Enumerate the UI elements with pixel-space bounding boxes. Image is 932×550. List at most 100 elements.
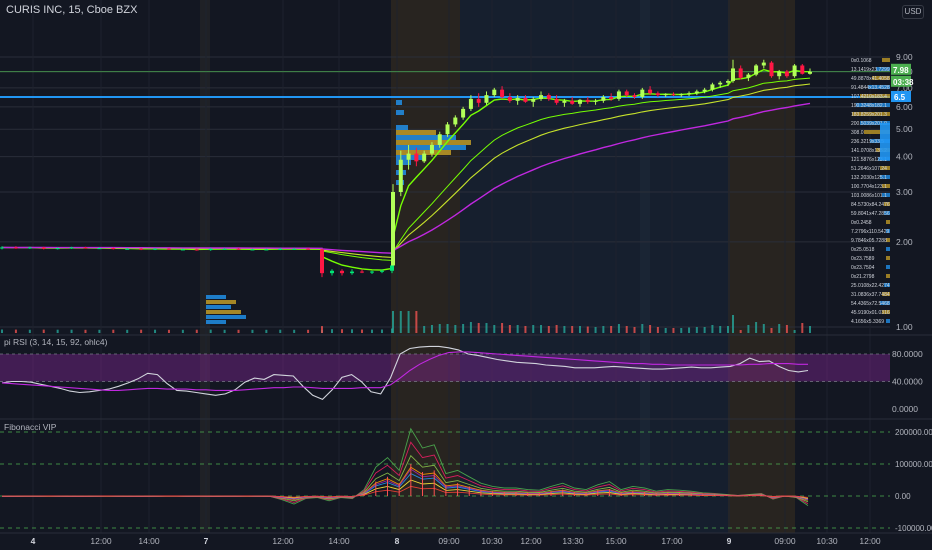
volume-profile-label: 51.2646x107.24 xyxy=(851,166,887,172)
volume-bar xyxy=(293,329,296,333)
candle-body xyxy=(710,84,715,90)
volume-profile-label: 0x23.7589 xyxy=(851,256,875,262)
volume-profile-row xyxy=(886,274,890,278)
volume-profile-label: 0x0.2458 xyxy=(851,220,872,226)
candle-body xyxy=(648,89,653,94)
volume-bar xyxy=(112,329,115,333)
volume-bars xyxy=(1,311,811,333)
volume-profile-row xyxy=(396,130,436,135)
candle-body xyxy=(330,270,334,274)
price-tick-label: 1.00 xyxy=(896,322,913,332)
volume-bar xyxy=(446,324,449,333)
price-tick-label: 9.00 xyxy=(896,52,913,62)
volume-bar xyxy=(154,329,157,333)
candle-body xyxy=(800,65,805,74)
volume-bar xyxy=(532,325,535,333)
candle-body xyxy=(437,134,442,145)
volume-bar xyxy=(70,329,73,333)
candle-body xyxy=(125,248,130,250)
session-band xyxy=(200,0,210,533)
volume-profile-label: 121.5876x123.1 xyxy=(851,157,887,163)
volume-profile-label: 9.7846x05.7288 xyxy=(851,238,887,244)
candle-body xyxy=(208,248,213,251)
volume-profile-row xyxy=(396,150,451,155)
candle-body xyxy=(111,248,116,250)
volume-profile-label: 45.9190x01.0316 xyxy=(851,310,890,316)
last-price-value: 7.98 xyxy=(893,66,909,75)
price-tick-label: 7.00 xyxy=(896,83,913,93)
volume-bar xyxy=(1,329,3,333)
volume-bar xyxy=(415,311,418,333)
volume-profile-row xyxy=(886,229,890,233)
fib-vip-title: Fibonacci VIP xyxy=(4,422,57,432)
candle-body xyxy=(69,247,74,249)
volume-bar xyxy=(28,329,31,333)
candle-body xyxy=(390,265,394,271)
candle-body xyxy=(500,89,505,97)
volume-profile-label: 100.7704x123.1 xyxy=(851,184,887,190)
volume-profile-row xyxy=(886,220,890,224)
candle-body xyxy=(761,62,766,66)
candle-body xyxy=(429,144,434,154)
volume-bar xyxy=(664,328,667,333)
candle-body xyxy=(726,81,730,83)
candle-body xyxy=(468,98,473,109)
candle-body xyxy=(236,248,241,250)
volume-bar xyxy=(739,330,742,333)
volume-bar xyxy=(778,324,781,333)
candle-body xyxy=(769,62,774,77)
time-tick-label: 15:00 xyxy=(605,536,627,546)
candle-body xyxy=(746,74,751,78)
countdown-value: 03:38 xyxy=(893,78,914,87)
volume-bar xyxy=(454,325,457,333)
volume-profile-row xyxy=(868,85,890,89)
time-tick-label: 10:30 xyxy=(816,536,838,546)
volume-bar xyxy=(140,329,143,333)
candle-body xyxy=(663,94,668,96)
session-band xyxy=(460,0,730,533)
candle-body xyxy=(792,65,797,77)
candle-body xyxy=(0,247,4,249)
candle-body xyxy=(320,249,324,274)
fib-line xyxy=(2,485,809,498)
volume-bar xyxy=(711,325,714,333)
currency-button[interactable]: USD xyxy=(902,5,924,19)
volume-profile-row xyxy=(206,315,246,319)
time-tick-label: 14:00 xyxy=(138,536,160,546)
volume-profile-label: 0x21.2798 xyxy=(851,274,875,280)
volume-bar xyxy=(732,315,734,333)
candle-body xyxy=(562,100,567,103)
volume-bar xyxy=(508,325,511,333)
volume-bar xyxy=(430,325,433,333)
volume-profile-row xyxy=(852,112,890,116)
volume-bar xyxy=(341,329,343,333)
volume-profile-row xyxy=(206,320,226,324)
volume-bar xyxy=(809,326,811,333)
volume-bar xyxy=(770,328,773,333)
volume-bar xyxy=(578,326,581,333)
volume-profile-row xyxy=(884,202,890,206)
candle-body xyxy=(55,248,60,250)
session-band xyxy=(391,0,460,533)
rsi-pane xyxy=(0,345,890,401)
candle-body xyxy=(570,100,575,104)
volume-profile-row xyxy=(884,211,890,215)
volume-profile-row xyxy=(396,140,471,145)
volume-profile-label: 0x0.1068 xyxy=(851,58,872,64)
volume-bar xyxy=(793,330,796,333)
candlesticks xyxy=(0,59,812,278)
candle-body xyxy=(406,153,411,160)
price-tick-label: 5.00 xyxy=(896,124,913,134)
volume-bar xyxy=(331,329,333,333)
time-tick-label: 14:00 xyxy=(328,536,350,546)
candle-body xyxy=(306,248,311,250)
candle-body xyxy=(585,99,590,102)
candle-body xyxy=(546,95,551,99)
time-tick-label: 12:00 xyxy=(859,536,881,546)
candle-body xyxy=(97,248,102,250)
volume-bar xyxy=(438,324,441,333)
candle-body xyxy=(655,93,660,96)
volume-bar xyxy=(493,325,496,333)
fib-tick-label: 200000.00 xyxy=(895,428,932,437)
